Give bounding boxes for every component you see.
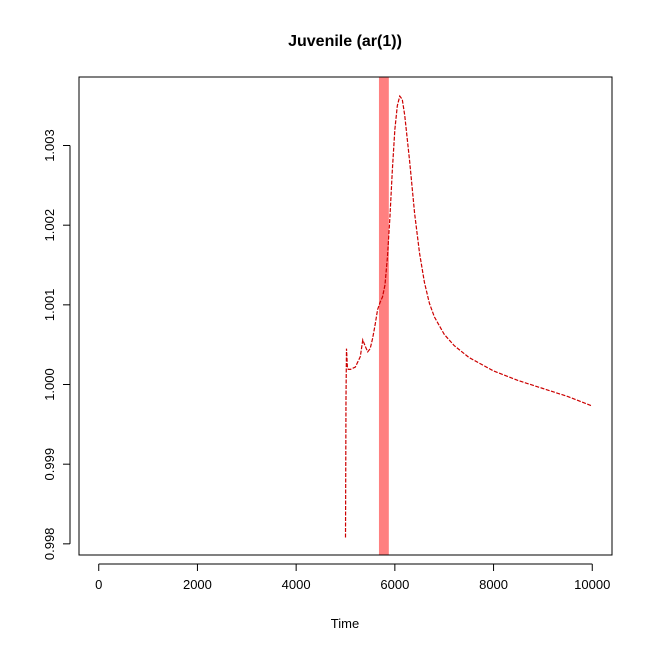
x-tick-label: 2000 (183, 577, 212, 592)
plot-frame (78, 76, 613, 556)
x-axis-label: Time (331, 616, 359, 631)
y-tick-label: 0.998 (42, 528, 57, 561)
y-tick-label: 0.999 (42, 448, 57, 481)
y-tick-label: 1.001 (42, 289, 57, 322)
x-tick-label: 10000 (574, 577, 610, 592)
chart-title: Juvenile (ar(1)) (288, 33, 402, 50)
plot-area (344, 77, 593, 555)
y-tick-label: 1.003 (42, 129, 57, 162)
x-tick-label: 8000 (479, 577, 508, 592)
x-axis: 0 2000 4000 6000 8000 10000 (95, 563, 610, 592)
x-tick-label: 6000 (380, 577, 409, 592)
highlight-band (378, 77, 389, 555)
x-tick-label: 0 (95, 577, 102, 592)
y-axis: 0.998 0.999 1.000 1.001 1.002 1.003 (42, 129, 71, 561)
series-line-0 (344, 94, 593, 538)
x-tick-label: 4000 (282, 577, 311, 592)
y-tick-label: 1.002 (42, 209, 57, 242)
y-tick-label: 1.000 (42, 368, 57, 401)
